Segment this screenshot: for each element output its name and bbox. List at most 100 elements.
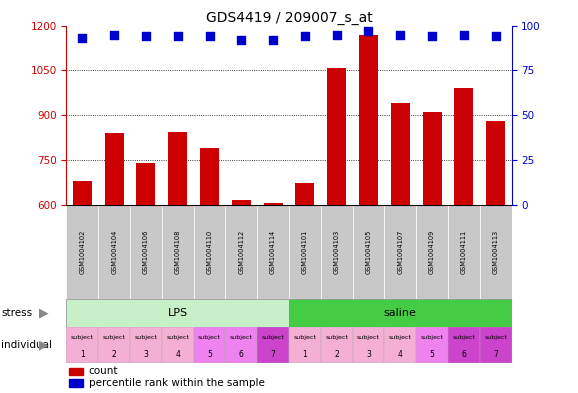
Text: subject: subject bbox=[103, 335, 125, 340]
Bar bbox=[69, 368, 83, 375]
Bar bbox=[454, 88, 473, 385]
Bar bbox=[162, 327, 194, 364]
Point bbox=[237, 37, 246, 43]
Bar bbox=[257, 205, 289, 299]
Text: GSM1004110: GSM1004110 bbox=[206, 230, 213, 274]
Text: individual: individual bbox=[1, 340, 52, 350]
Text: subject: subject bbox=[135, 335, 157, 340]
Bar bbox=[391, 103, 410, 385]
Text: saline: saline bbox=[384, 308, 417, 318]
Point bbox=[110, 31, 119, 38]
Text: 4: 4 bbox=[175, 350, 180, 359]
Point bbox=[364, 28, 373, 34]
Point bbox=[301, 33, 310, 39]
Point bbox=[491, 33, 501, 39]
Bar bbox=[423, 112, 442, 385]
Text: 6: 6 bbox=[239, 350, 244, 359]
Text: GSM1004109: GSM1004109 bbox=[429, 230, 435, 274]
Bar bbox=[321, 327, 353, 364]
Bar bbox=[384, 327, 416, 364]
Text: GSM1004114: GSM1004114 bbox=[270, 230, 276, 274]
Text: 5: 5 bbox=[429, 350, 435, 359]
Text: GSM1004103: GSM1004103 bbox=[334, 230, 340, 274]
Text: subject: subject bbox=[230, 335, 253, 340]
Bar bbox=[480, 327, 512, 364]
Text: subject: subject bbox=[166, 335, 189, 340]
Bar bbox=[168, 132, 187, 385]
Bar bbox=[321, 205, 353, 299]
Text: subject: subject bbox=[421, 335, 443, 340]
Bar bbox=[232, 200, 251, 385]
Bar bbox=[130, 327, 162, 364]
Text: GSM1004113: GSM1004113 bbox=[492, 230, 499, 274]
Text: stress: stress bbox=[1, 308, 32, 318]
Text: subject: subject bbox=[389, 335, 412, 340]
Text: 4: 4 bbox=[398, 350, 403, 359]
Text: GSM1004111: GSM1004111 bbox=[461, 230, 467, 274]
Bar bbox=[225, 327, 257, 364]
Text: 1: 1 bbox=[80, 350, 85, 359]
Text: GSM1004101: GSM1004101 bbox=[302, 230, 308, 274]
Text: subject: subject bbox=[453, 335, 475, 340]
Text: GSM1004107: GSM1004107 bbox=[397, 230, 403, 274]
Text: GSM1004112: GSM1004112 bbox=[238, 230, 244, 274]
Text: percentile rank within the sample: percentile rank within the sample bbox=[89, 378, 265, 388]
Text: 3: 3 bbox=[143, 350, 149, 359]
Text: 2: 2 bbox=[112, 350, 117, 359]
Bar bbox=[130, 205, 162, 299]
Bar bbox=[66, 205, 98, 299]
Text: subject: subject bbox=[325, 335, 348, 340]
Point bbox=[332, 31, 341, 38]
Bar bbox=[194, 327, 225, 364]
Text: count: count bbox=[89, 366, 118, 376]
Text: LPS: LPS bbox=[168, 308, 188, 318]
Bar bbox=[73, 181, 92, 385]
Bar bbox=[359, 35, 378, 385]
Bar bbox=[295, 183, 314, 385]
Text: GSM1004104: GSM1004104 bbox=[111, 230, 117, 274]
Text: GSM1004102: GSM1004102 bbox=[79, 230, 86, 274]
Bar bbox=[194, 205, 225, 299]
Bar bbox=[69, 380, 83, 386]
Text: subject: subject bbox=[484, 335, 507, 340]
Bar bbox=[353, 205, 384, 299]
Text: subject: subject bbox=[198, 335, 221, 340]
Text: 1: 1 bbox=[302, 350, 307, 359]
Text: ▶: ▶ bbox=[39, 307, 49, 320]
Point bbox=[428, 33, 437, 39]
Bar bbox=[136, 163, 155, 385]
Text: subject: subject bbox=[71, 335, 94, 340]
Text: subject: subject bbox=[357, 335, 380, 340]
Text: 3: 3 bbox=[366, 350, 371, 359]
Bar bbox=[162, 205, 194, 299]
Bar bbox=[98, 327, 130, 364]
Text: subject: subject bbox=[262, 335, 284, 340]
Bar bbox=[448, 327, 480, 364]
Point bbox=[77, 35, 87, 41]
Bar bbox=[200, 148, 219, 385]
Bar bbox=[448, 205, 480, 299]
Bar bbox=[66, 327, 98, 364]
Bar bbox=[257, 327, 289, 364]
Point bbox=[141, 33, 150, 39]
Title: GDS4419 / 209007_s_at: GDS4419 / 209007_s_at bbox=[206, 11, 372, 24]
Text: GSM1004105: GSM1004105 bbox=[365, 230, 372, 274]
Bar bbox=[289, 299, 512, 327]
Bar bbox=[289, 327, 321, 364]
Bar bbox=[416, 205, 448, 299]
Text: 7: 7 bbox=[493, 350, 498, 359]
Point bbox=[396, 31, 405, 38]
Point bbox=[205, 33, 214, 39]
Text: GSM1004108: GSM1004108 bbox=[175, 230, 181, 274]
Text: 6: 6 bbox=[461, 350, 466, 359]
Text: GSM1004106: GSM1004106 bbox=[143, 230, 149, 274]
Text: 7: 7 bbox=[271, 350, 276, 359]
Bar bbox=[353, 327, 384, 364]
Point bbox=[268, 37, 278, 43]
Text: ▶: ▶ bbox=[39, 339, 49, 352]
Bar bbox=[105, 133, 124, 385]
Bar bbox=[264, 203, 283, 385]
Bar bbox=[327, 68, 346, 385]
Text: 5: 5 bbox=[207, 350, 212, 359]
Bar bbox=[98, 205, 130, 299]
